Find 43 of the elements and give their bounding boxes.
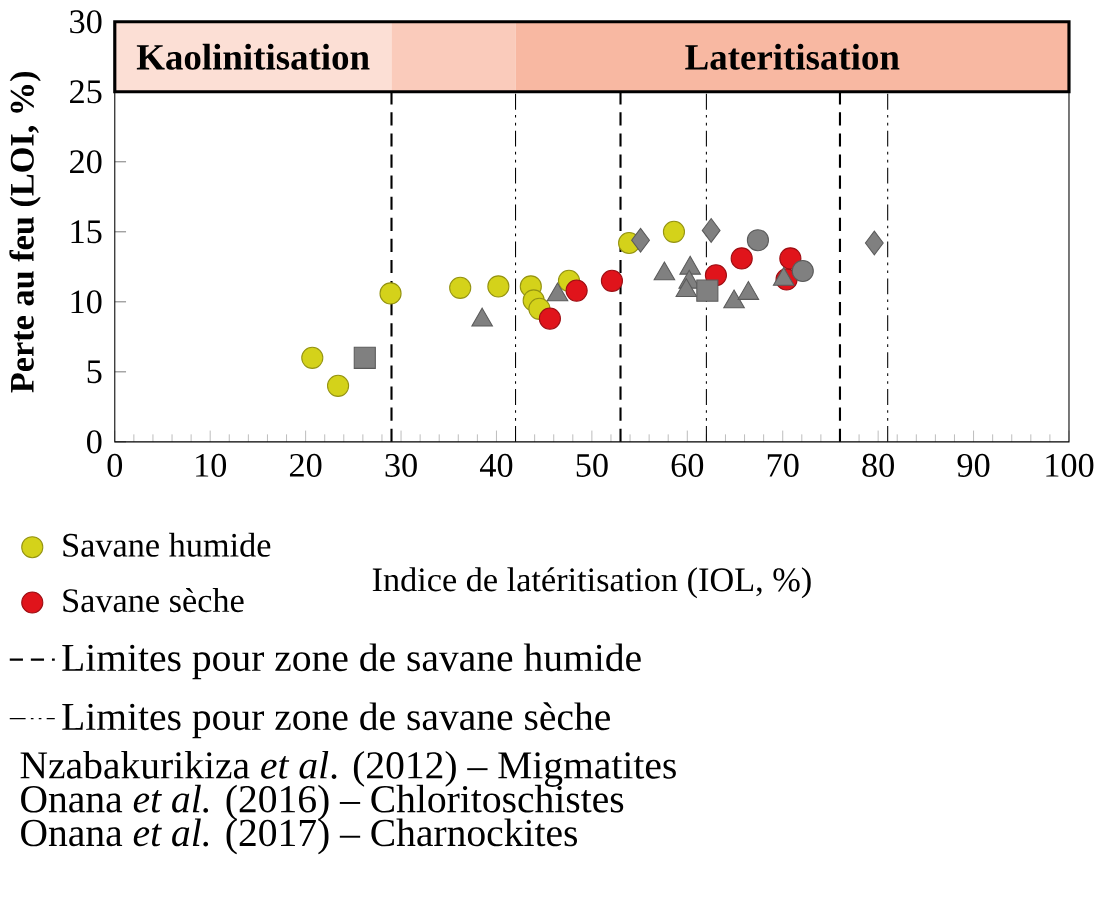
point (696, 279, 719, 302)
legend-label: Savane humide (63, 532, 271, 557)
point (600, 269, 623, 292)
y-tick-label: 15 (71, 220, 102, 244)
y-axis-title: Perte au feu (LOI, %) (9, 71, 41, 393)
point (746, 229, 769, 252)
legend-label: Savane sèche (63, 587, 244, 613)
band-label: Lateritisation (685, 43, 900, 70)
x-tick-label: 80 (862, 453, 894, 477)
band-label: Kaolinitisation (136, 43, 370, 70)
x-tick-label: 50 (576, 453, 608, 477)
y-tick-label: 5 (87, 360, 102, 384)
point (701, 217, 721, 243)
y-tick-label: 30 (70, 10, 102, 34)
point (449, 276, 472, 299)
point (301, 346, 324, 369)
x-tick-label: 100 (1046, 453, 1094, 477)
point (538, 307, 561, 330)
x-axis-title: Indice de latéritisation (IOL, %) (372, 567, 811, 599)
point (353, 346, 376, 369)
point (791, 259, 814, 282)
legend-label: Limites pour zone de savane humide (62, 643, 641, 680)
x-tick-label: 60 (671, 453, 704, 477)
point (864, 230, 884, 256)
point (631, 227, 650, 253)
y-tick-label: 25 (70, 80, 102, 104)
x-tick-label: 70 (767, 453, 799, 477)
point (326, 374, 350, 397)
x-tick-label: 40 (479, 453, 513, 477)
point (379, 282, 402, 305)
point (662, 220, 686, 243)
x-tick-label: 30 (385, 453, 417, 477)
x-tick-label: 20 (289, 453, 322, 477)
x-tick-label: 90 (957, 453, 990, 477)
y-tick-label: 20 (70, 150, 102, 174)
y-tick-label: 10 (71, 290, 102, 314)
point (565, 279, 588, 302)
point (487, 275, 510, 298)
legend-label: Limites pour zone de savane sèche (62, 702, 610, 739)
x-tick-label: 0 (107, 453, 123, 477)
point (730, 247, 753, 270)
y-tick-label: 0 (87, 430, 102, 454)
x-tick-label: 10 (196, 453, 227, 477)
